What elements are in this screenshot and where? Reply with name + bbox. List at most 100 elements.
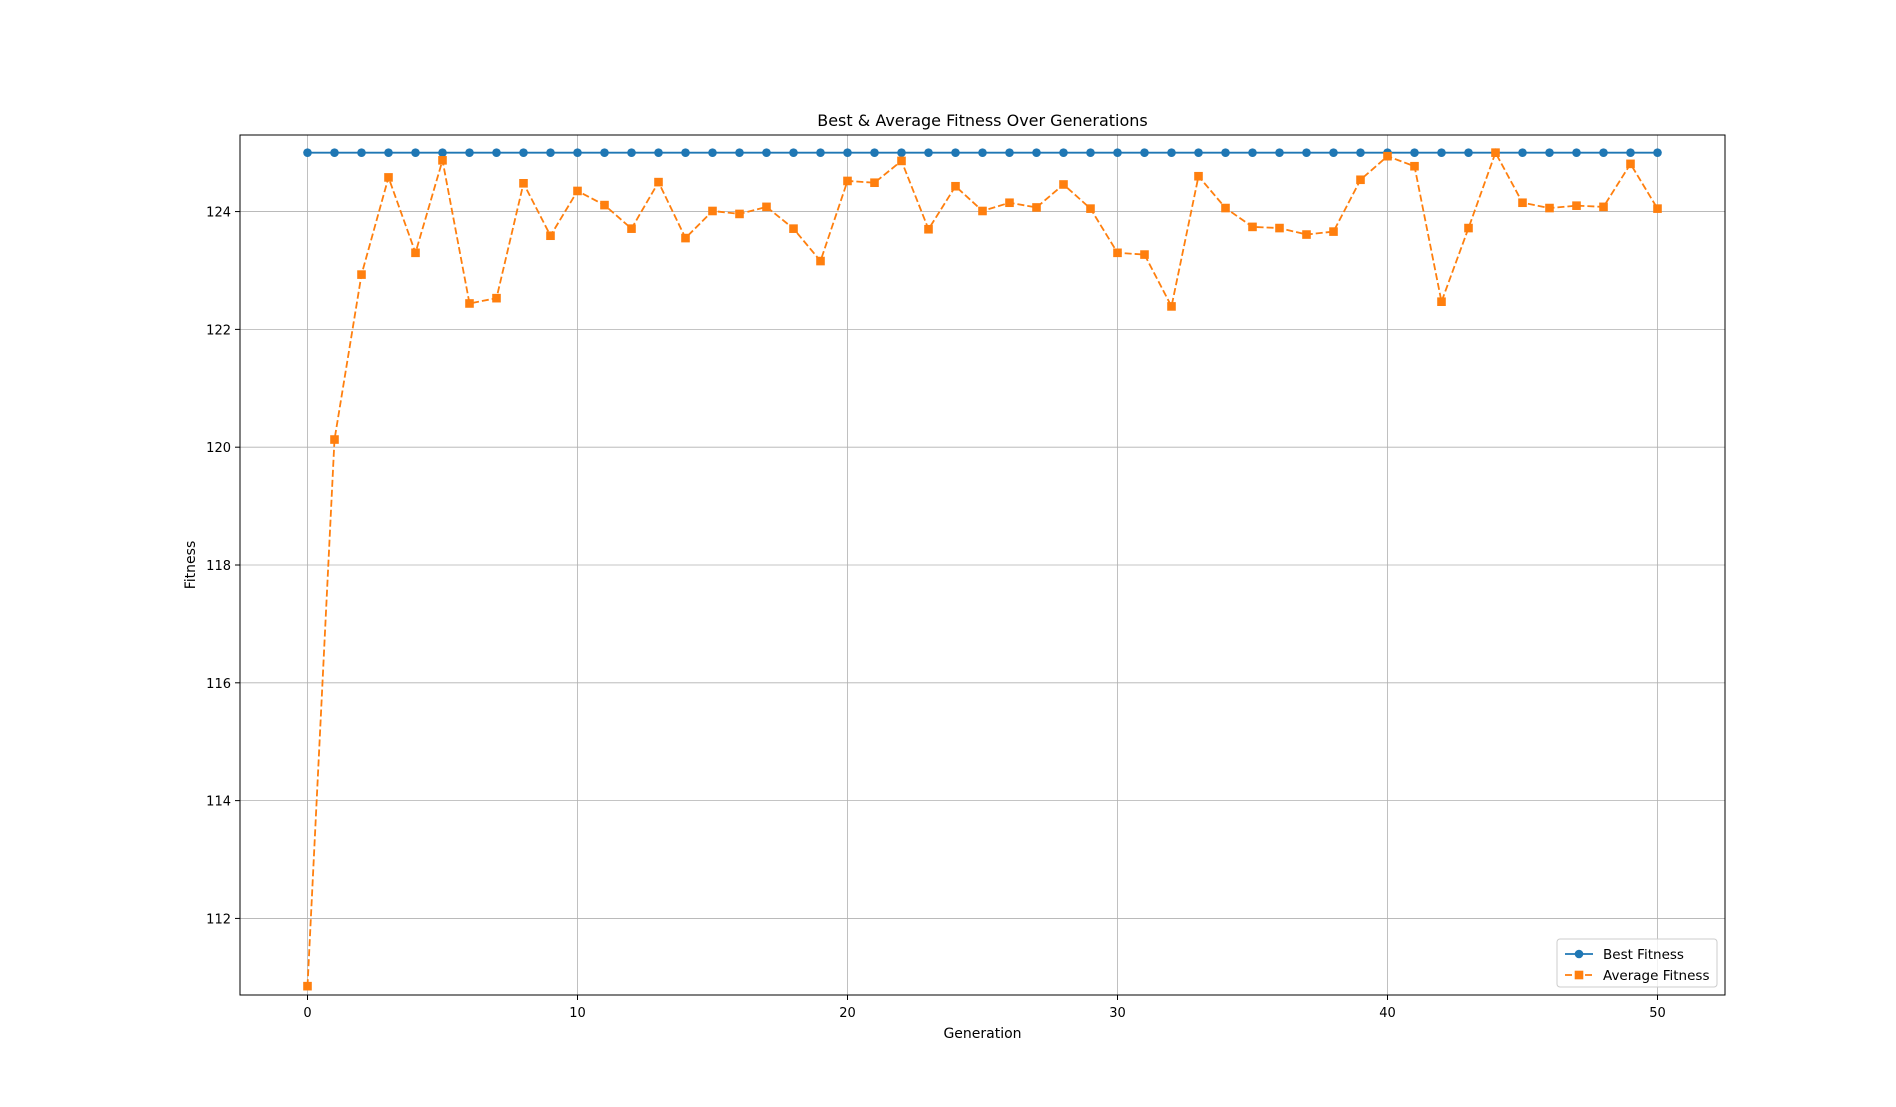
best-fitness-point xyxy=(627,148,636,157)
average-fitness-point xyxy=(1086,204,1095,213)
best-fitness-point xyxy=(978,148,987,157)
average-fitness-point xyxy=(1194,171,1203,181)
best-fitness-point xyxy=(951,148,960,157)
best-fitness-point xyxy=(573,148,582,157)
best-fitness-point xyxy=(1113,148,1122,157)
legend-best-fitness-marker xyxy=(1574,949,1584,959)
average-fitness-point xyxy=(1626,159,1635,169)
best-fitness-point xyxy=(1059,148,1068,157)
average-fitness-point xyxy=(1491,148,1500,157)
average-fitness-point xyxy=(789,224,798,233)
average-fitness-point xyxy=(627,224,636,233)
average-fitness-point xyxy=(1059,180,1068,189)
average-fitness-point xyxy=(654,177,663,187)
average-fitness-point xyxy=(1383,151,1392,161)
best-fitness-point xyxy=(843,148,852,157)
average-fitness-point xyxy=(1005,198,1014,208)
best-fitness-point xyxy=(1626,148,1635,157)
average-fitness-point xyxy=(1545,203,1554,213)
best-fitness-point xyxy=(1275,148,1284,157)
best-fitness-point xyxy=(1032,148,1041,157)
average-fitness-point xyxy=(735,209,744,219)
best-fitness-point xyxy=(411,148,420,157)
grid-lines xyxy=(240,135,1725,995)
best-fitness-point xyxy=(1572,148,1581,157)
best-fitness-point xyxy=(924,148,933,157)
average-fitness-point xyxy=(708,206,717,216)
average-fitness-point xyxy=(1410,161,1419,171)
best-fitness-point xyxy=(1167,148,1176,157)
best-fitness-point xyxy=(492,148,501,157)
average-fitness-point xyxy=(1437,297,1446,306)
best-fitness-point xyxy=(1437,148,1446,157)
average-fitness-point xyxy=(1653,204,1662,213)
axis-ticks: 0 10 20 30 40 50 112 114 116 118 120 122 124 xyxy=(206,206,1666,1021)
average-fitness-point xyxy=(1302,230,1311,239)
x-tick-label: 30 xyxy=(1109,1006,1126,1021)
best-fitness-point xyxy=(330,148,339,157)
best-fitness-point xyxy=(897,148,906,157)
best-fitness-point xyxy=(1653,148,1662,157)
legend-box xyxy=(1556,938,1718,988)
y-tick-label: 114 xyxy=(206,795,231,810)
best-fitness-point xyxy=(1140,148,1149,157)
best-fitness-point xyxy=(816,148,825,157)
y-tick-label: 112 xyxy=(206,912,231,927)
average-fitness-point xyxy=(1221,203,1230,213)
best-fitness-point xyxy=(1464,148,1473,157)
average-fitness-point xyxy=(411,248,420,258)
best-fitness-point xyxy=(1194,148,1203,157)
average-fitness-point xyxy=(1329,227,1338,236)
y-tick-label: 124 xyxy=(206,206,231,221)
best-fitness-point xyxy=(600,148,609,157)
average-fitness-point xyxy=(303,981,312,991)
average-fitness-point xyxy=(465,299,474,308)
x-tick-label: 50 xyxy=(1649,1006,1666,1021)
best-fitness-point xyxy=(357,148,366,157)
average-fitness-point xyxy=(330,435,339,444)
best-fitness-point xyxy=(735,148,744,157)
average-fitness-point xyxy=(951,181,960,191)
best-fitness-point xyxy=(708,148,717,157)
x-tick-label: 20 xyxy=(839,1006,856,1021)
average-fitness-point xyxy=(978,206,987,216)
y-tick-label: 116 xyxy=(206,677,231,692)
average-fitness-point xyxy=(681,233,690,243)
average-fitness-point xyxy=(1032,203,1041,212)
y-tick-label: 120 xyxy=(206,441,231,456)
best-fitness-point xyxy=(1518,148,1527,157)
best-fitness-point xyxy=(1005,148,1014,157)
legend-average-fitness-label: Average Fitness xyxy=(1603,968,1709,984)
best-fitness-point xyxy=(654,148,663,157)
average-fitness-point xyxy=(1140,250,1149,259)
average-fitness-point xyxy=(897,156,906,166)
best-fitness-point xyxy=(465,148,474,157)
average-fitness-point xyxy=(546,231,555,241)
average-fitness-point xyxy=(816,256,825,266)
best-fitness-point xyxy=(1302,148,1311,157)
average-fitness-point xyxy=(762,202,771,212)
best-fitness-point xyxy=(681,148,690,157)
best-fitness-point xyxy=(546,148,555,157)
best-fitness-point xyxy=(384,148,393,157)
best-fitness-point xyxy=(519,148,528,157)
average-fitness-point xyxy=(1167,302,1176,311)
legend-best-fitness-label: Best Fitness xyxy=(1603,947,1684,963)
average-fitness-point xyxy=(573,186,582,196)
x-tick-label: 40 xyxy=(1379,1006,1396,1021)
best-fitness-point xyxy=(1248,148,1257,157)
y-tick-label: 118 xyxy=(206,559,231,574)
best-fitness-point xyxy=(1356,148,1365,157)
average-fitness-point xyxy=(1356,175,1365,185)
chart-title: Best & Average Fitness Over Generations xyxy=(817,111,1148,130)
average-fitness-point xyxy=(492,293,501,303)
best-fitness-point xyxy=(870,148,879,157)
best-fitness-point xyxy=(1599,148,1608,157)
average-fitness-point xyxy=(1518,198,1527,208)
x-tick-label: 10 xyxy=(569,1006,586,1021)
legend: Best Fitness Average Fitness xyxy=(1556,938,1718,988)
best-fitness-point xyxy=(438,148,447,157)
average-fitness-point xyxy=(1275,223,1284,233)
y-tick-label: 122 xyxy=(206,323,231,338)
